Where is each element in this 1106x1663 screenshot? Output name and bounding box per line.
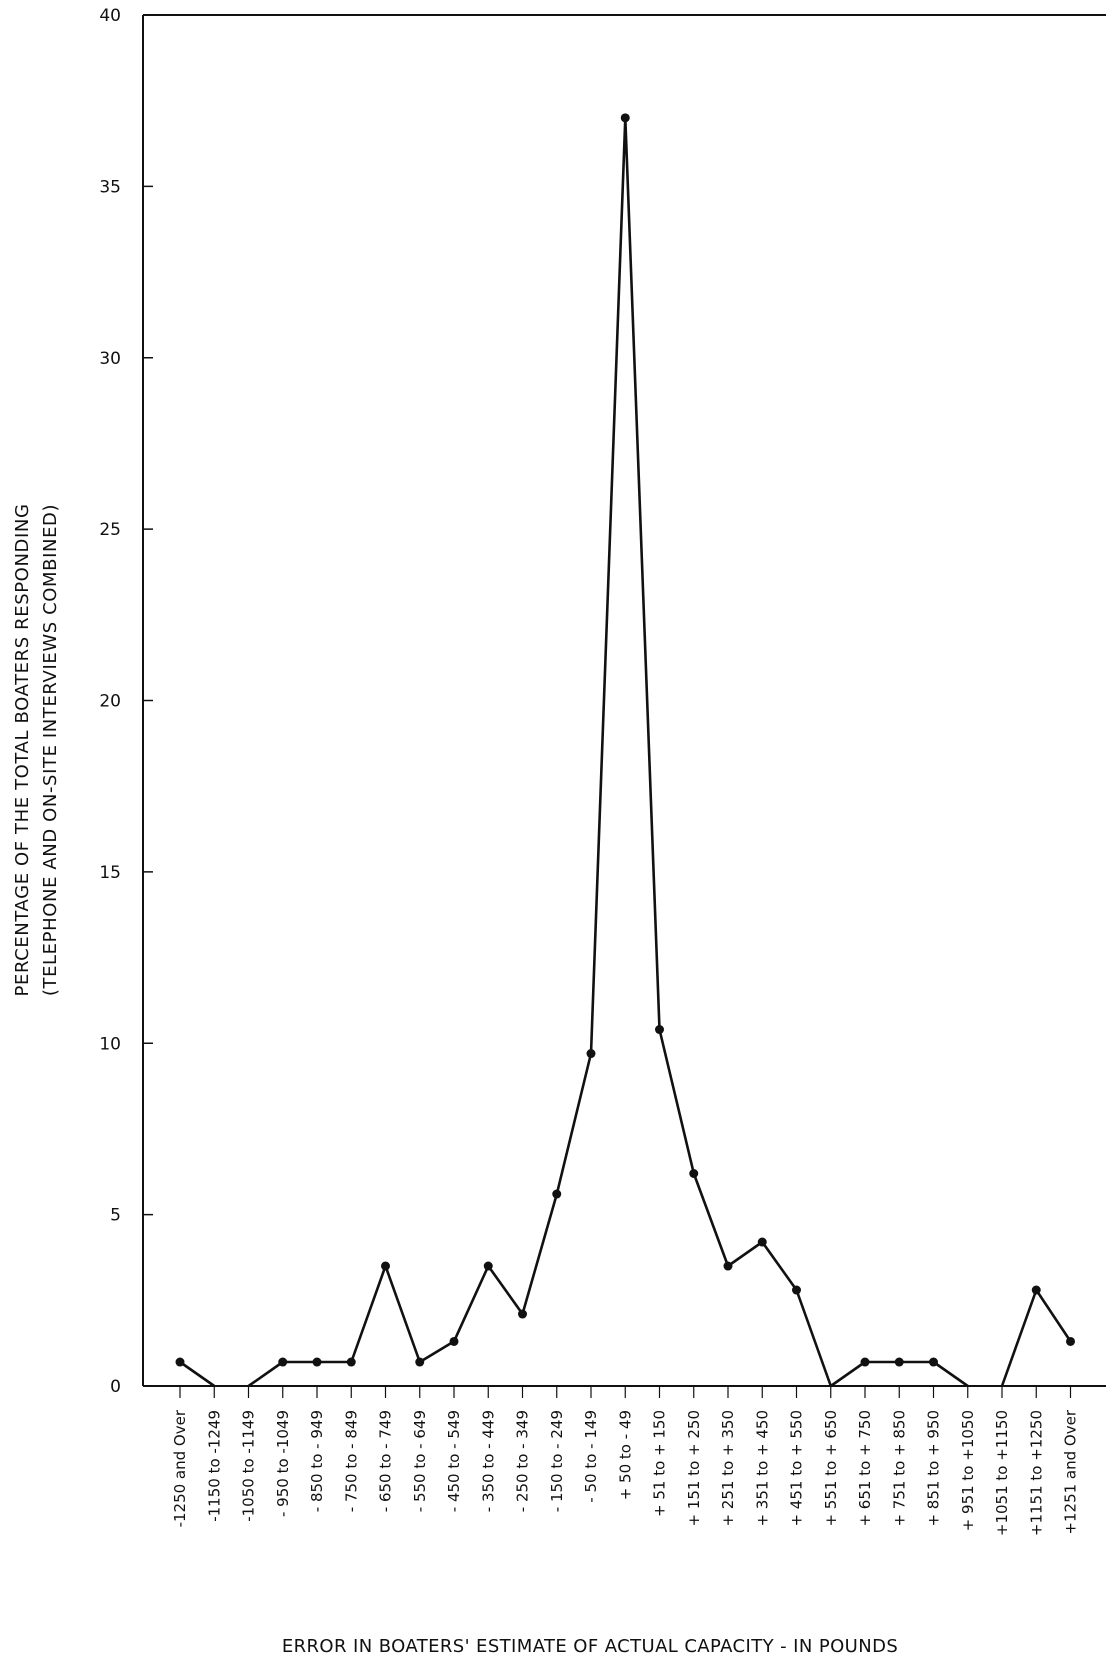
- y-tick-label: 10: [99, 1034, 121, 1054]
- x-category-label: +1251 and Over: [1062, 1409, 1080, 1534]
- x-category-label: -1250 and Over: [171, 1409, 189, 1527]
- data-point: [894, 1357, 904, 1367]
- x-category-label: - 550 to - 649: [411, 1410, 429, 1512]
- data-point: [175, 1357, 185, 1367]
- data-point: [1031, 1285, 1041, 1295]
- data-point: [312, 1357, 322, 1367]
- data-point: [860, 1357, 870, 1367]
- x-category-label: + 50 to - 49: [616, 1410, 634, 1500]
- y-tick-label: 5: [110, 1206, 121, 1226]
- data-point: [518, 1309, 527, 1319]
- data-point: [346, 1357, 356, 1367]
- x-category-label: + 651 to + 750: [856, 1410, 874, 1527]
- data-markers: [175, 113, 1075, 1367]
- data-point: [415, 1357, 425, 1367]
- x-category-label: - 250 to - 349: [514, 1410, 532, 1512]
- y-tick-label: 20: [99, 692, 121, 712]
- data-point: [792, 1285, 801, 1295]
- y-axis-label-line2: (TELEPHONE AND ON-SITE INTERVIEWS COMBIN…: [40, 504, 61, 996]
- data-point: [689, 1168, 699, 1178]
- series-line: [179, 1360, 216, 1388]
- x-category-label: - 850 to - 949: [308, 1410, 326, 1512]
- y-tick-label: 15: [99, 863, 121, 883]
- series-line: [247, 116, 969, 1388]
- x-category-label: + 351 to + 450: [753, 1410, 771, 1527]
- series-line: [1000, 1288, 1072, 1387]
- x-category-labels: -1250 and Over -1150 to -1249 -1050 to -11…: [171, 1409, 1080, 1536]
- data-point: [655, 1025, 664, 1035]
- y-tick-label: 35: [99, 177, 121, 197]
- data-point: [1066, 1336, 1075, 1346]
- x-category-label: - 50 to - 149: [582, 1410, 600, 1503]
- data-point: [586, 1049, 596, 1059]
- data-point: [278, 1357, 288, 1367]
- x-category-label: + 951 to +1050: [959, 1410, 977, 1531]
- y-tick-label: 0: [110, 1377, 121, 1397]
- x-category-label: + 851 to + 950: [925, 1410, 943, 1527]
- data-point: [929, 1357, 938, 1367]
- x-category-label: -1050 to -1149: [240, 1410, 258, 1522]
- data-point: [620, 113, 630, 123]
- x-category-label: + 751 to + 850: [890, 1410, 908, 1527]
- x-category-label: + 451 to + 550: [788, 1410, 806, 1527]
- x-axis-ticks: [179, 1386, 1072, 1398]
- data-point: [552, 1189, 562, 1199]
- x-category-label: + 551 to + 650: [822, 1410, 840, 1527]
- data-series: [179, 116, 1072, 1388]
- y-tick-label: 25: [99, 520, 121, 540]
- x-category-label: + 251 to + 350: [719, 1410, 737, 1527]
- x-category-label: - 150 to - 249: [548, 1410, 566, 1512]
- x-category-label: +1051 to +1150: [993, 1410, 1011, 1536]
- y-axis-ticks: 0 5 10 15 20 25 30 35 40: [99, 6, 153, 1397]
- y-axis-label-line1: PERCENTAGE OF THE TOTAL BOATERS RESPONDI…: [12, 504, 33, 997]
- y-tick-label: 30: [99, 349, 121, 369]
- data-point: [381, 1261, 390, 1271]
- x-category-label: - 450 to - 549: [445, 1410, 463, 1512]
- x-category-label: - 650 to - 749: [377, 1410, 395, 1512]
- x-category-label: +1151 to +1250: [1027, 1410, 1045, 1536]
- x-category-label: + 151 to + 250: [685, 1410, 703, 1527]
- data-point: [449, 1336, 459, 1346]
- data-point: [483, 1261, 493, 1271]
- x-category-label: - 350 to - 449: [479, 1410, 497, 1512]
- y-tick-label: 40: [99, 6, 121, 26]
- x-category-label: + 51 to + 150: [651, 1410, 669, 1517]
- axes: [142, 14, 1106, 1387]
- x-category-label: -1150 to -1249: [205, 1410, 223, 1522]
- x-axis-title: ERROR IN BOATERS' ESTIMATE OF ACTUAL CAP…: [282, 1636, 898, 1657]
- x-category-label: - 750 to - 849: [342, 1410, 360, 1512]
- x-category-label: - 950 to -1049: [274, 1410, 292, 1517]
- data-point: [723, 1261, 733, 1271]
- data-point: [757, 1237, 767, 1247]
